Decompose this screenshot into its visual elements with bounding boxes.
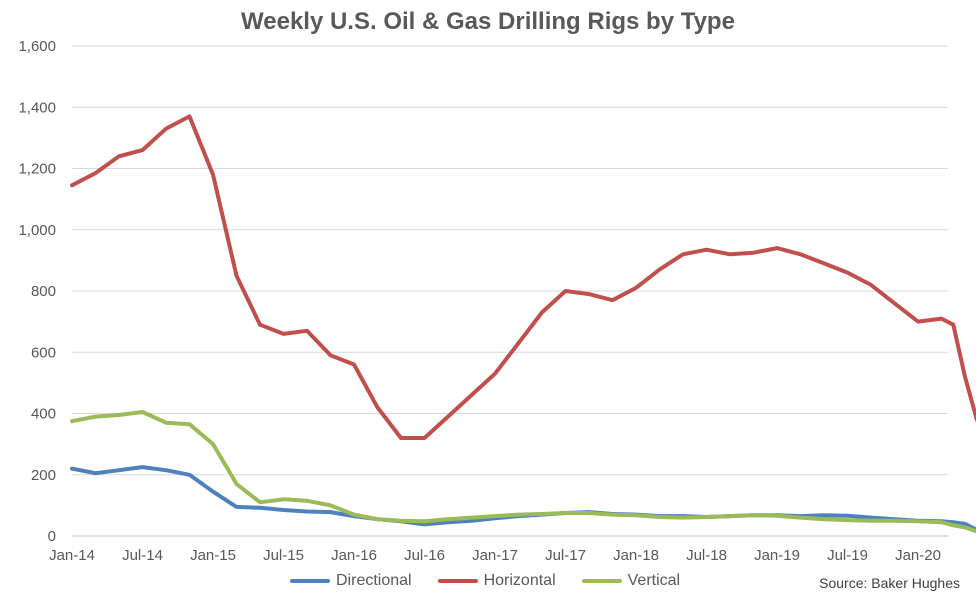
x-tick-label: Jan-20 — [895, 547, 941, 564]
y-tick-label: 1,600 — [18, 38, 56, 55]
legend-label: Horizontal — [483, 572, 556, 589]
x-tick-label: Jan-19 — [754, 547, 800, 564]
legend-item-vertical: Vertical — [581, 572, 681, 590]
y-tick-label: 1,000 — [18, 222, 56, 239]
series-line-vertical — [70, 410, 976, 534]
x-tick-label: Jan-18 — [613, 547, 659, 564]
x-tick-label: Jul-15 — [263, 547, 304, 564]
y-tick-label: 200 — [31, 467, 56, 484]
legend-swatch — [581, 579, 622, 583]
y-tick-label: 1,400 — [18, 99, 56, 116]
x-tick-label: Jan-16 — [331, 547, 377, 564]
series-lines — [70, 114, 976, 534]
x-tick-label: Jul-17 — [545, 547, 586, 564]
legend-item-horizontal: Horizontal — [437, 572, 556, 590]
gridlines — [72, 45, 948, 537]
legend-swatch — [437, 579, 478, 583]
legend: Directional Horizontal Vertical — [290, 572, 680, 590]
x-tick-label: Jan-15 — [190, 547, 236, 564]
y-tick-label: 400 — [31, 406, 56, 423]
y-tick-label: 800 — [31, 283, 56, 300]
chart-title: Weekly U.S. Oil & Gas Drilling Rigs by T… — [241, 8, 735, 35]
y-tick-label: 600 — [31, 344, 56, 361]
y-tick-label: 0 — [48, 528, 56, 545]
x-tick-label: Jul-19 — [827, 547, 868, 564]
x-axis-ticks: Jan-14 Jul-14 Jan-15 Jul-15 Jan-16 Jul-16 Jan-… — [49, 547, 941, 564]
x-tick-label: Jan-17 — [472, 547, 518, 564]
x-tick-label: Jul-14 — [122, 547, 163, 564]
legend-swatch — [290, 579, 330, 583]
y-axis-ticks: 0 200 400 600 800 1,000 1,200 1,400 1,600 — [18, 38, 56, 545]
source-note: Source: Baker Hughes — [819, 575, 960, 591]
legend-item-directional: Directional — [290, 572, 412, 590]
x-tick-label: Jan-14 — [49, 547, 95, 564]
series-line-horizontal — [70, 114, 976, 440]
legend-label: Directional — [336, 572, 412, 589]
x-tick-label: Jul-16 — [404, 547, 445, 564]
x-tick-label: Jul-18 — [686, 547, 727, 564]
legend-label: Vertical — [627, 572, 681, 589]
y-tick-label: 1,200 — [18, 161, 56, 178]
